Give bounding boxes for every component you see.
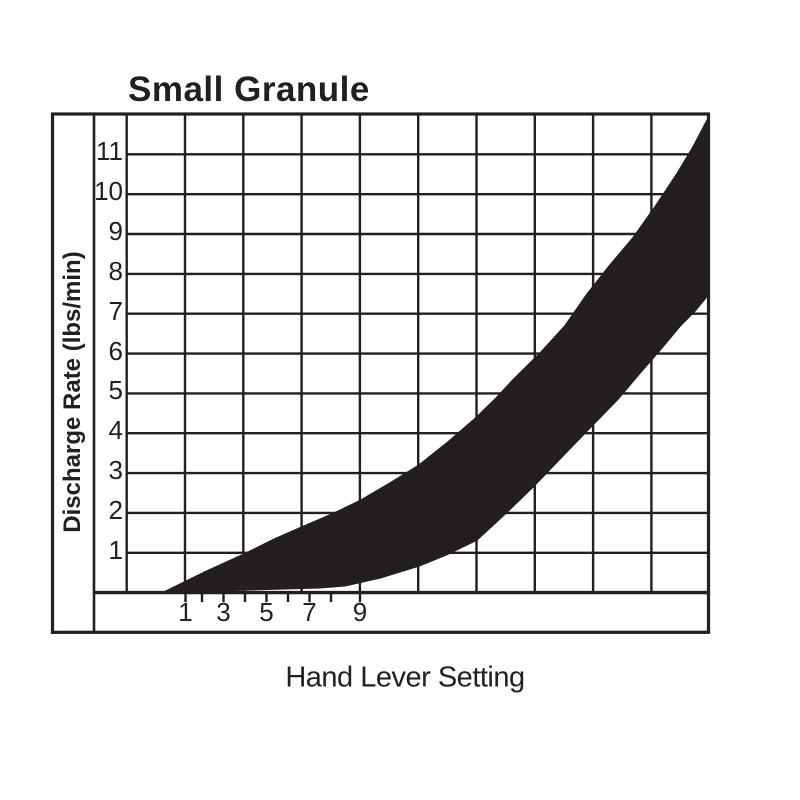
x-tick-label-5: 5	[259, 597, 274, 627]
discharge-rate-band	[162, 117, 709, 594]
y-tick-label-8: 8	[108, 255, 123, 286]
y-tick-label-2: 2	[108, 494, 123, 525]
x-tick-label-7: 7	[302, 597, 317, 627]
x-tick-label-9: 9	[352, 597, 368, 627]
y-tick-label-6: 6	[108, 335, 123, 366]
y-tick-label-5: 5	[108, 375, 123, 406]
y-tick-label-11: 11	[96, 136, 123, 167]
x-tick-label-3: 3	[216, 597, 231, 627]
y-tick-label-10: 10	[94, 176, 123, 207]
y-tick-label-9: 9	[108, 216, 123, 246]
y-tick-label-3: 3	[108, 455, 123, 486]
y-tick-label-7: 7	[108, 295, 123, 326]
x-axis-title: Hand Lever Setting	[285, 661, 525, 694]
chart-title: Small Granule	[128, 70, 370, 109]
y-tick-label-4: 4	[108, 415, 123, 446]
x-tick-label-1: 1	[178, 597, 193, 627]
y-tick-label-1: 1	[108, 534, 123, 565]
outer-border	[50, 112, 711, 634]
